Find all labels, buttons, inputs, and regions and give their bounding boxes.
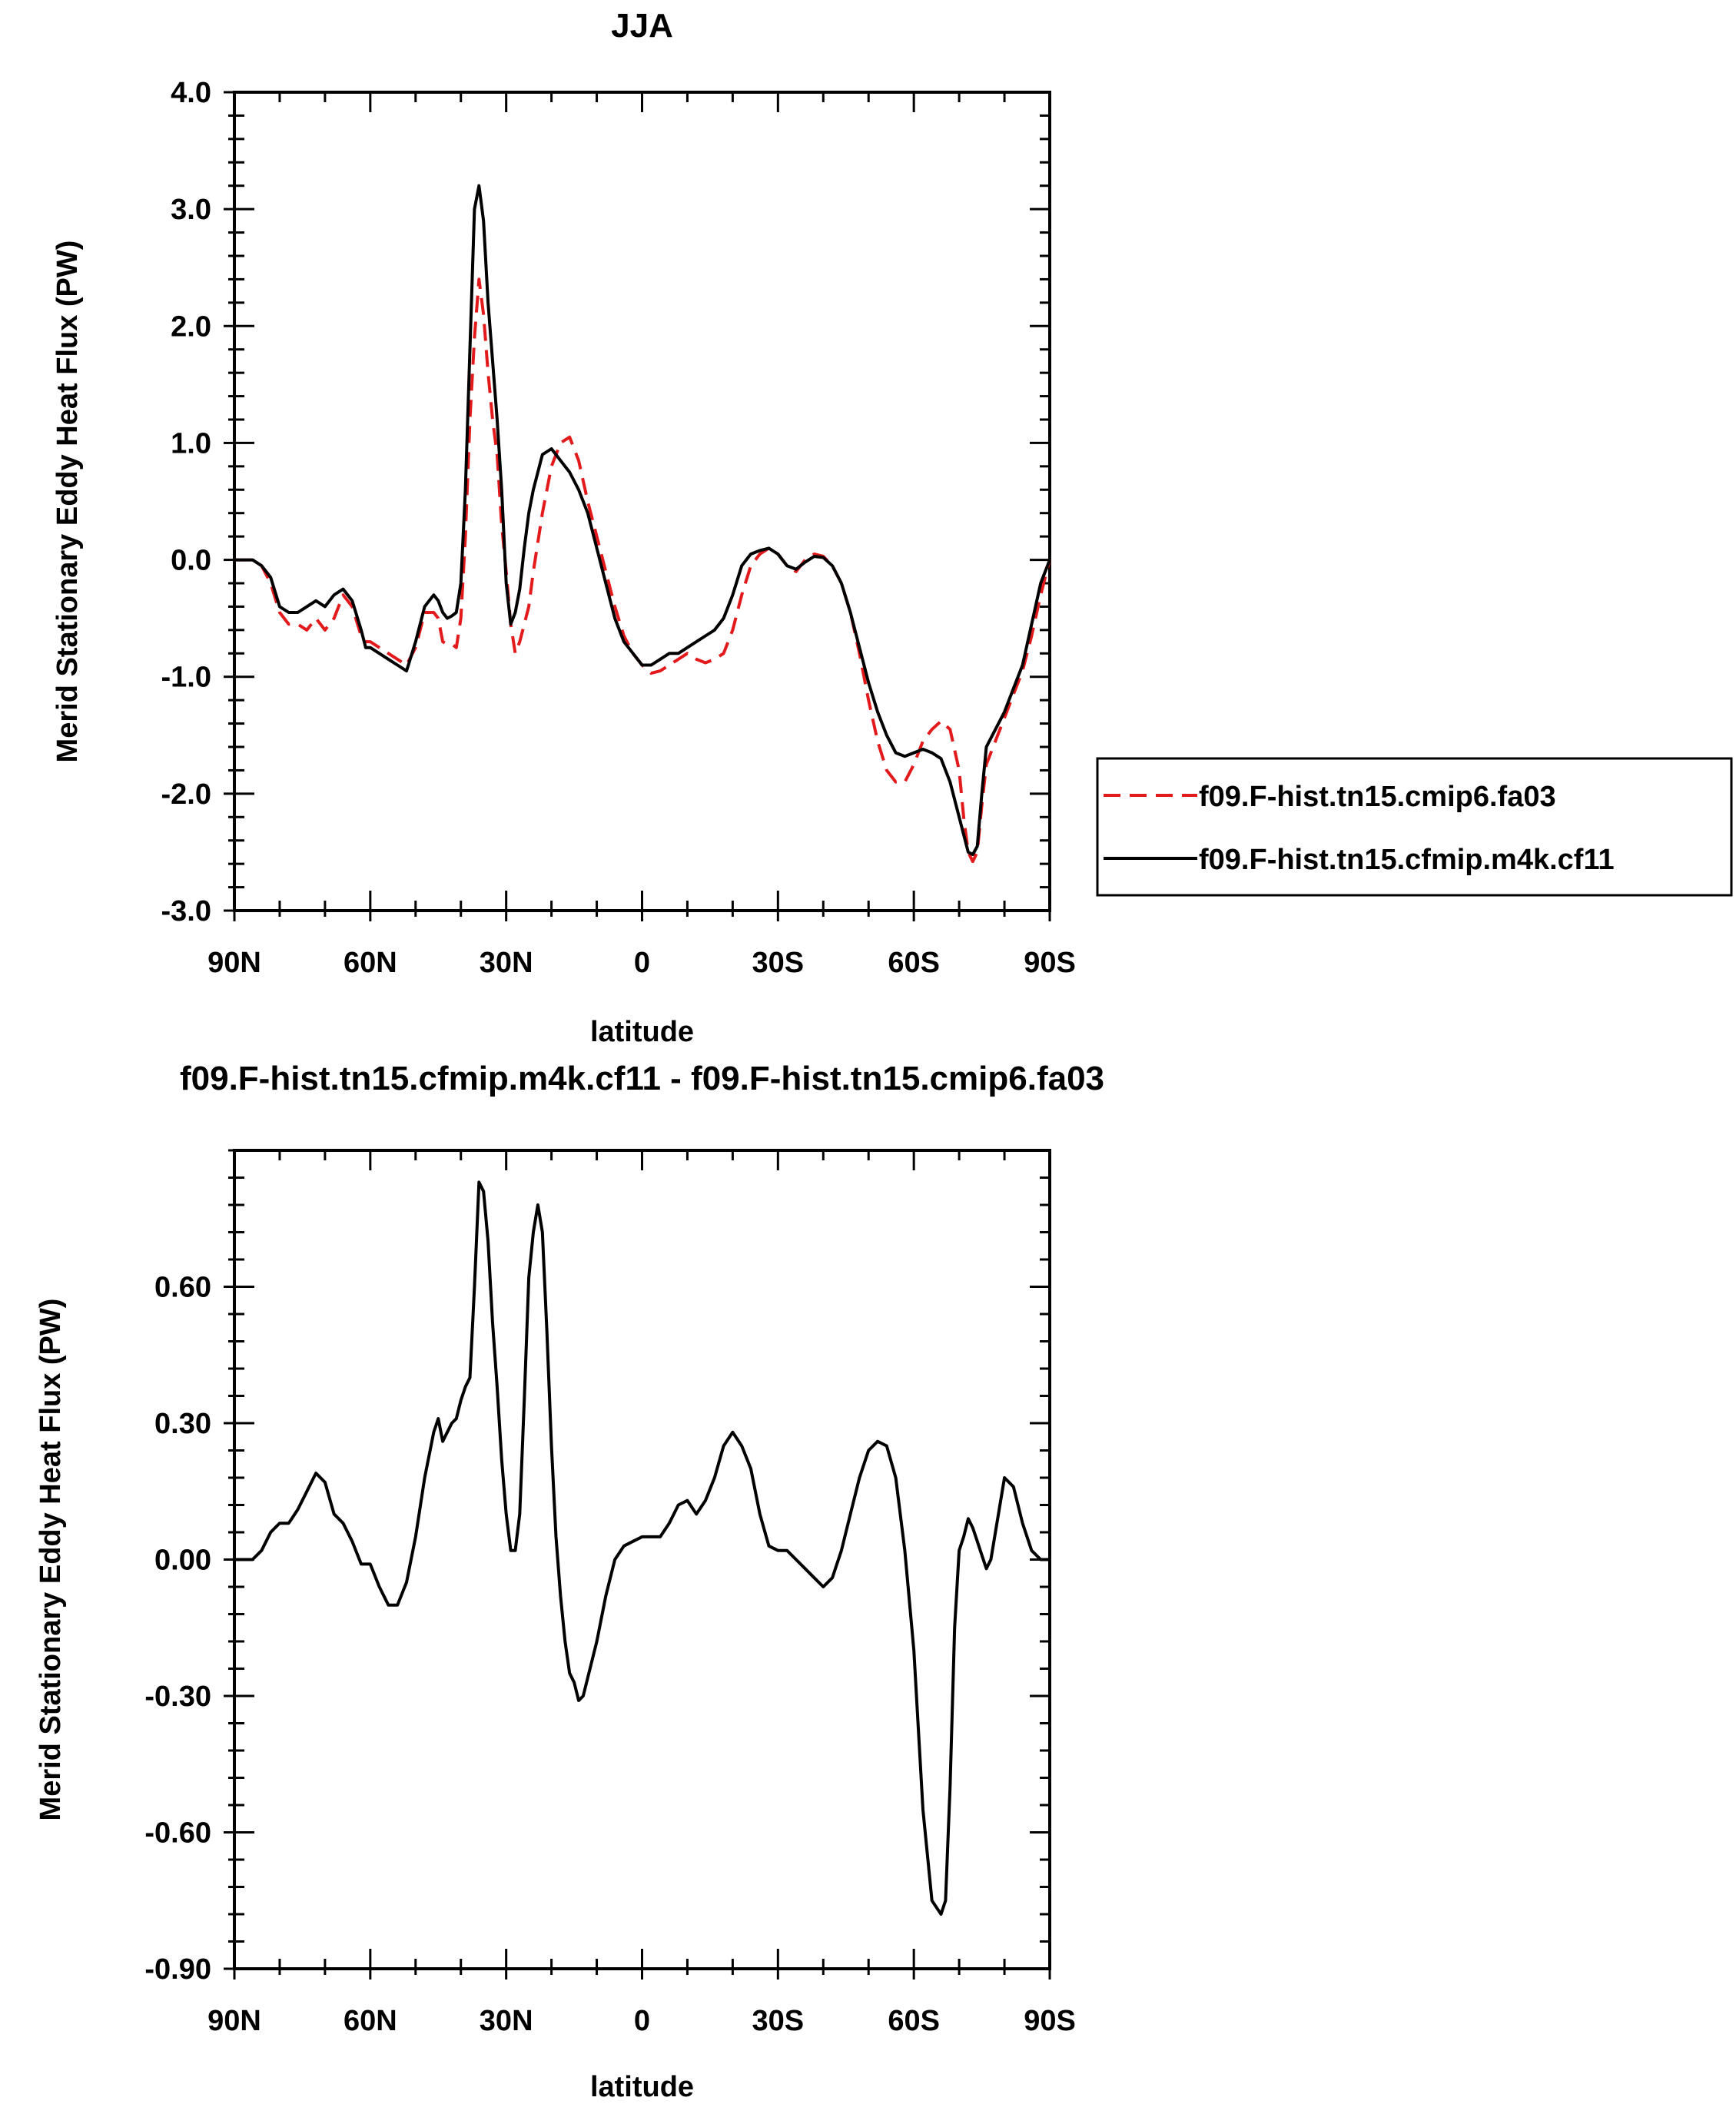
c1-x-axis-label: latitude bbox=[590, 2071, 694, 2103]
c0-xtick-label: 90N bbox=[207, 947, 261, 979]
c1-ytick-label: -0.90 bbox=[144, 1953, 211, 1986]
c0-series-line-1 bbox=[234, 184, 1051, 856]
c1-xtick-label: 0 bbox=[634, 2005, 650, 2037]
c1-ytick-label: -0.30 bbox=[144, 1681, 211, 1713]
c0-xtick-label: 30N bbox=[480, 947, 533, 979]
c1-y-axis-label: Merid Stationary Eddy Heat Flux (PW) bbox=[35, 1299, 67, 1821]
c1-xtick-label: 90N bbox=[207, 2005, 261, 2037]
top-chart: -3.0 -2.0 -1.0 0.0 1.0 2.0 3.0 4.0 90N 60N 30N 0 30S… bbox=[51, 7, 1076, 1048]
c0-series-line-0 bbox=[234, 277, 1051, 864]
c0-xtick-label: 60S bbox=[888, 947, 940, 979]
c1-xtick-label: 30N bbox=[480, 2005, 533, 2037]
c0-ytick-label: 4.0 bbox=[171, 77, 211, 109]
legend-entry-1: f09.F-hist.tn15.cfmip.m4k.cf11 bbox=[1199, 844, 1615, 876]
legend: f09.F-hist.tn15.cmip6.fa03 f09.F-hist.tn1… bbox=[1096, 757, 1733, 897]
c1-xtick-label: 60S bbox=[888, 2005, 940, 2037]
c1-ytick-label: 0.30 bbox=[154, 1408, 211, 1440]
legend-box bbox=[1096, 757, 1733, 897]
c0-chart-title: JJA bbox=[611, 7, 673, 45]
legend-entry-0: f09.F-hist.tn15.cmip6.fa03 bbox=[1199, 781, 1556, 813]
c1-series-line-0 bbox=[234, 1180, 1050, 1916]
c1-chart-title: f09.F-hist.tn15.cfmip.m4k.cf11 - f09.F-h… bbox=[180, 1060, 1104, 1097]
c1-xtick-label: 30S bbox=[752, 2005, 805, 2037]
c0-xtick-label: 90S bbox=[1024, 947, 1076, 979]
c0-x-axis-label: latitude bbox=[590, 1016, 694, 1048]
c0-xtick-label: 0 bbox=[634, 947, 650, 979]
c0-plot-frame bbox=[233, 91, 1051, 912]
c0-ytick-label: -1.0 bbox=[161, 662, 211, 694]
c0-ytick-label: 3.0 bbox=[171, 194, 211, 226]
bottom-chart: -0.90 -0.60 -0.30 0.00 0.30 0.60 90N 60N 30N 0 30S… bbox=[35, 1060, 1104, 2103]
c1-ytick-label: 0.00 bbox=[154, 1545, 211, 1577]
c1-xtick-label: 60N bbox=[344, 2005, 397, 2037]
c0-ytick-label: 0.0 bbox=[171, 545, 211, 577]
c1-ytick-label: -0.60 bbox=[144, 1817, 211, 1850]
c1-ytick-label: 0.60 bbox=[154, 1272, 211, 1304]
c0-ytick-label: -3.0 bbox=[161, 895, 211, 928]
c0-y-axis-label: Merid Stationary Eddy Heat Flux (PW) bbox=[51, 241, 84, 763]
c0-xtick-label: 30S bbox=[752, 947, 805, 979]
c0-ytick-label: -2.0 bbox=[161, 778, 211, 811]
c0-ytick-label: 2.0 bbox=[171, 310, 211, 343]
c1-xtick-label: 90S bbox=[1024, 2005, 1076, 2037]
c0-xtick-label: 60N bbox=[344, 947, 397, 979]
c0-ytick-label: 1.0 bbox=[171, 427, 211, 460]
